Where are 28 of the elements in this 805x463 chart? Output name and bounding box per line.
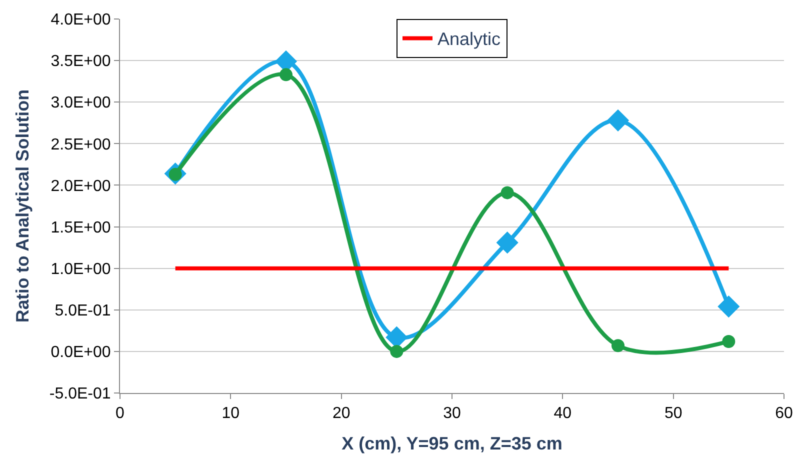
y-tick-label: 2.0E+00 — [50, 178, 111, 195]
point — [722, 334, 736, 348]
y-tick-label: 0.0E+00 — [50, 344, 111, 362]
y-tick-label: 4.0E+00 — [50, 12, 111, 29]
point — [500, 186, 514, 200]
y-tick-label: -5.0E-01 — [49, 386, 111, 403]
x-tick-label: 10 — [222, 405, 240, 422]
x-axis-title: X (cm), Y=95 cm, Z=35 cm — [342, 433, 562, 454]
y-tick-label: 3.0E+00 — [50, 94, 111, 112]
x-tick-label: 50 — [664, 405, 682, 422]
x-tick-label: 0 — [116, 405, 125, 422]
x-tick-label: 20 — [332, 405, 350, 422]
x-tick-label: 60 — [775, 405, 793, 422]
y-tick-label: 3.5E+00 — [50, 53, 111, 70]
y-tick-label: 1.5E+00 — [50, 219, 111, 236]
y-tick-label: 5.0E-01 — [54, 302, 111, 320]
y-axis-title: Ratio to Analytical Solution — [12, 89, 33, 323]
y-tick-label: 2.5E+00 — [50, 136, 111, 154]
point — [718, 296, 740, 318]
point — [280, 68, 292, 82]
legend-label: Analytic — [438, 29, 501, 50]
point — [496, 232, 518, 254]
point — [390, 344, 404, 358]
x-tick-label: 30 — [443, 405, 461, 422]
point — [612, 339, 624, 352]
x-tick-label: 40 — [554, 405, 572, 422]
y-tick-label: 1.0E+00 — [50, 260, 111, 278]
point — [606, 109, 630, 132]
